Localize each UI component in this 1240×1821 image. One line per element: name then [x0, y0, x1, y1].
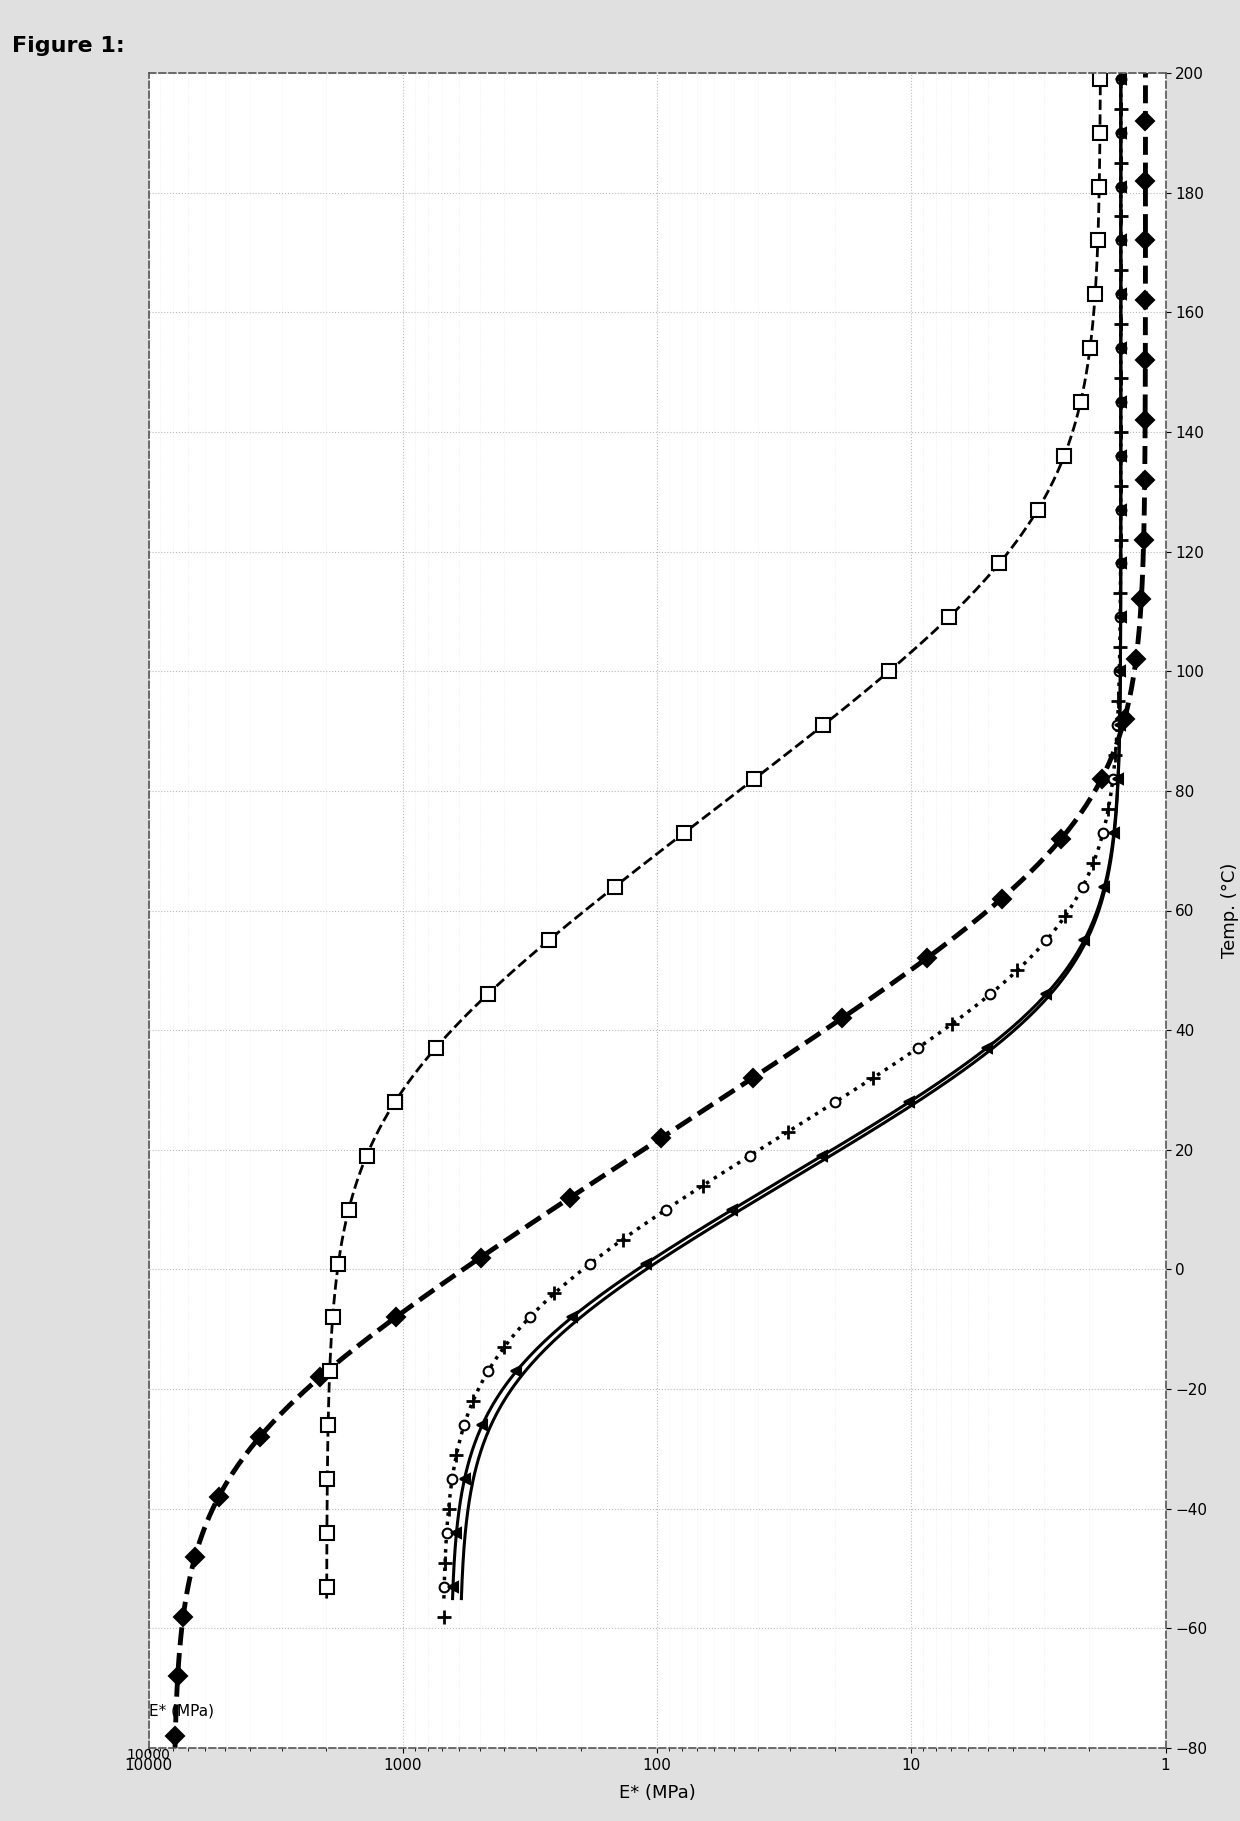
Text: Figure 1:: Figure 1: — [12, 36, 125, 56]
Text: E* (MPa): E* (MPa) — [149, 1703, 213, 1719]
X-axis label: E* (MPa): E* (MPa) — [619, 1785, 696, 1803]
Text: 10000: 10000 — [126, 1748, 171, 1763]
Y-axis label: Temp. (°C): Temp. (°C) — [1221, 863, 1239, 958]
